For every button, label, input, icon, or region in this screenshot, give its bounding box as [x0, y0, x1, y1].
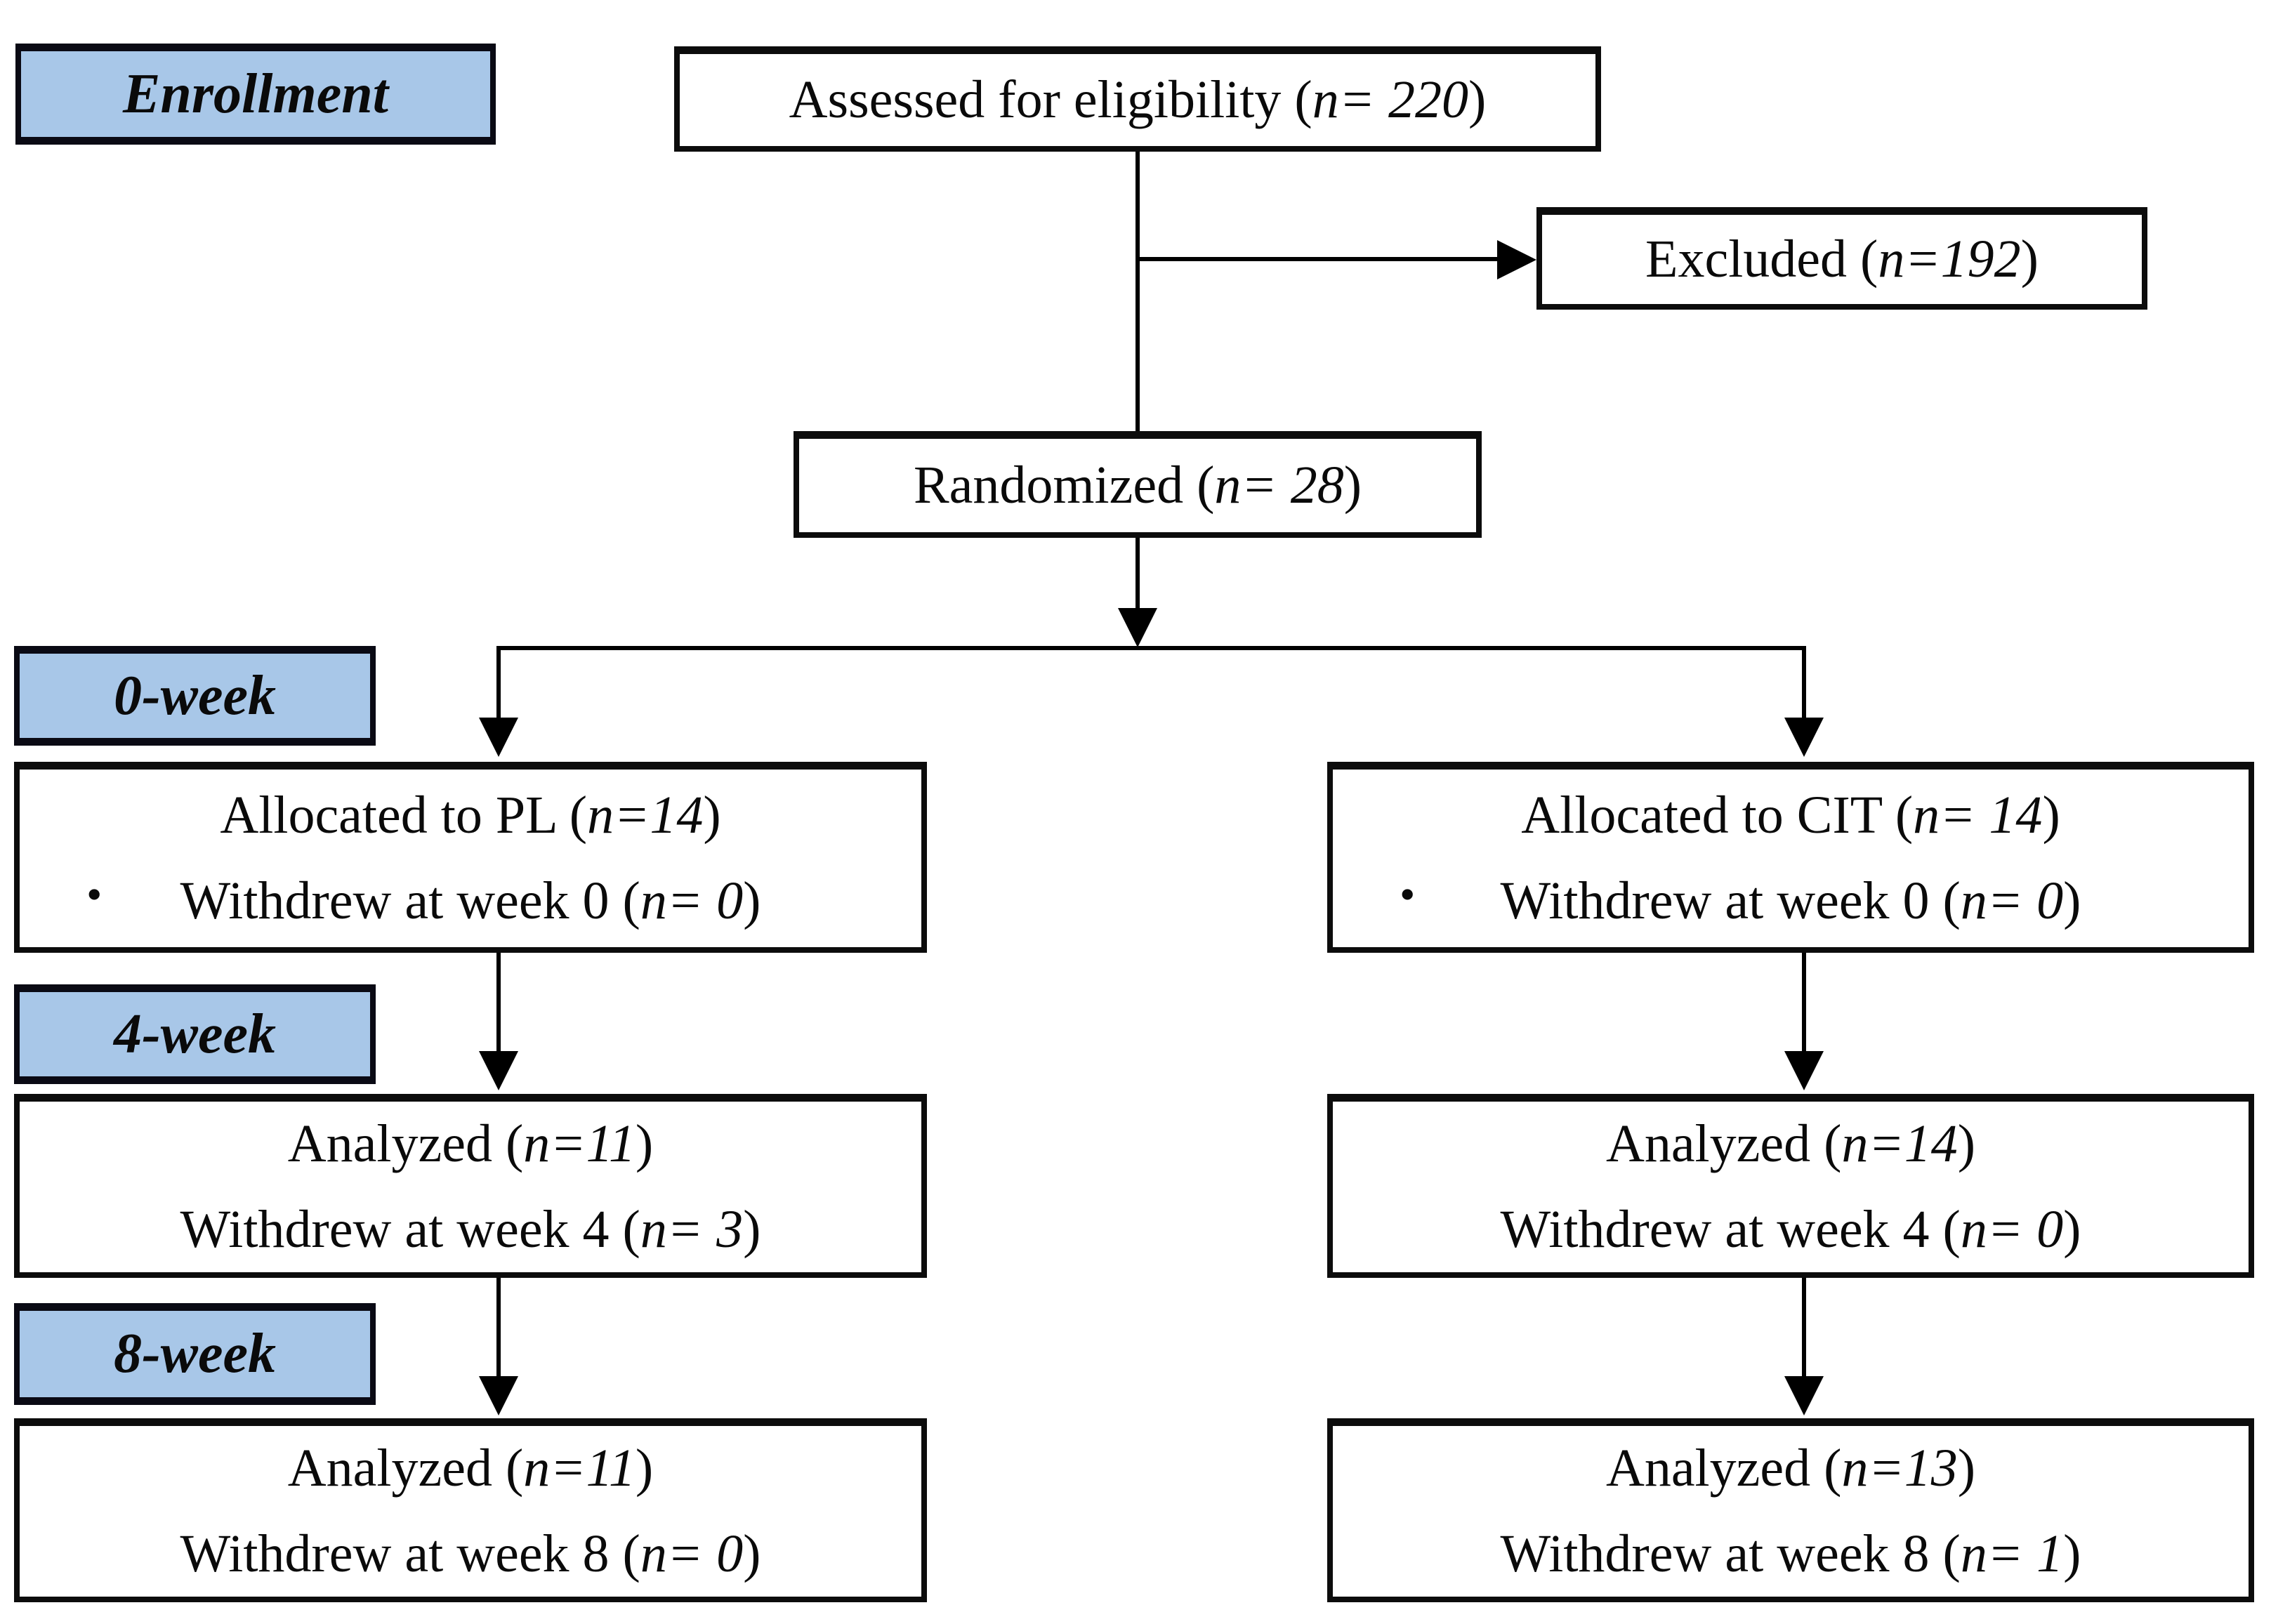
box-line: Assessed for eligibility (n= 220): [680, 58, 1595, 143]
box-text: ): [2063, 1524, 2081, 1583]
box-text: Analyzed (: [1605, 1438, 1842, 1498]
arrowhead-cit-icon: [1784, 718, 1824, 757]
excluded-box: Excluded (n=192): [1536, 207, 2147, 310]
box-text: Excluded (: [1645, 229, 1878, 289]
box-text: Analyzed (: [287, 1438, 524, 1498]
box-text: ): [703, 785, 721, 845]
box-text: ): [743, 1524, 761, 1583]
box-text: ): [1468, 70, 1487, 129]
box-text: Analyzed (: [1605, 1114, 1842, 1173]
box-text: ): [635, 1438, 654, 1498]
arrowhead-excluded-icon: [1497, 240, 1536, 279]
box-line: Analyzed (n=11): [20, 1102, 921, 1187]
n-value: n= 0: [1960, 1199, 2064, 1259]
connector-cit-to-week8: [1802, 1278, 1806, 1378]
arrowhead-cit-week4-icon: [1784, 1051, 1824, 1090]
stage-label-8-week: 8-week: [14, 1303, 376, 1405]
connector-to-excluded: [1138, 257, 1517, 261]
arrowhead-pl-icon: [479, 718, 518, 757]
connector-pl-to-week8: [496, 1278, 501, 1378]
randomized-box: Randomized (n= 28): [794, 431, 1482, 538]
analyzed-week4-cit-box: Analyzed (n=14) Withdrew at week 4 (n= 0…: [1327, 1094, 2254, 1278]
box-text: Analyzed (: [287, 1114, 524, 1173]
connector-assessed-to-randomized: [1136, 152, 1140, 431]
stage-label-text: 0-week: [113, 664, 276, 727]
box-text: ): [2063, 1199, 2081, 1259]
box-line: Excluded (n=192): [1542, 217, 2142, 303]
box-text: ): [2042, 785, 2060, 845]
box-text: ): [743, 1199, 761, 1259]
box-text: Allocated to CIT (: [1521, 785, 1914, 845]
box-line: Randomized (n= 28): [799, 443, 1476, 529]
box-text: Randomized (: [913, 455, 1215, 515]
stage-label-enrollment: Enrollment: [15, 44, 496, 145]
n-value: n= 14: [1913, 785, 2043, 845]
bullet-icon: •: [86, 869, 103, 919]
box-text: ): [743, 871, 761, 930]
box-line: Withdrew at week 4 (n= 3): [20, 1187, 921, 1273]
n-value: n= 220: [1312, 70, 1469, 129]
n-value: n=11: [523, 1438, 636, 1498]
connector-branch-to-cit: [1802, 646, 1806, 719]
stage-label-text: Enrollment: [123, 62, 388, 125]
box-line: Analyzed (n=11): [20, 1426, 921, 1512]
box-text: Assessed for eligibility (: [789, 70, 1312, 129]
arrowhead-pl-week8-icon: [479, 1376, 518, 1415]
n-value: n= 1: [1960, 1524, 2064, 1583]
analyzed-week8-cit-box: Analyzed (n=13) Withdrew at week 8 (n= 1…: [1327, 1418, 2254, 1602]
analyzed-week8-pl-box: Analyzed (n=11) Withdrew at week 8 (n= 0…: [14, 1418, 927, 1602]
box-text: Withdrew at week 4 (: [1500, 1199, 1961, 1259]
box-text: Withdrew at week 0 (: [1500, 871, 1961, 930]
n-value: n= 0: [640, 1524, 744, 1583]
n-value: n= 0: [1960, 871, 2064, 930]
bullet-icon: •: [1400, 869, 1416, 919]
box-text: ): [1343, 455, 1362, 515]
n-value: n= 3: [640, 1199, 744, 1259]
connector-randomized-to-branch: [1136, 538, 1140, 609]
stage-label-text: 4-week: [113, 1003, 276, 1065]
box-text: ): [1957, 1114, 1976, 1173]
n-value: n= 28: [1214, 455, 1344, 515]
arrowhead-cit-week8-icon: [1784, 1376, 1824, 1415]
n-value: n=14: [587, 785, 704, 845]
box-line: • Withdrew at week 0 (n= 0): [20, 859, 921, 944]
box-line: Analyzed (n=13): [1333, 1426, 2249, 1512]
allocated-cit-box: Allocated to CIT (n= 14) • Withdrew at we…: [1327, 762, 2254, 953]
allocated-pl-box: Allocated to PL (n=14) • Withdrew at week…: [14, 762, 927, 953]
n-value: n=192: [1878, 229, 2021, 289]
box-line: Analyzed (n=14): [1333, 1102, 2249, 1187]
arrowhead-pl-week4-icon: [479, 1051, 518, 1090]
connector-pl-to-week4: [496, 953, 501, 1052]
stage-label-4-week: 4-week: [14, 984, 376, 1084]
box-text: Withdrew at week 8 (: [180, 1524, 640, 1583]
branch-line: [496, 646, 1806, 650]
analyzed-week4-pl-box: Analyzed (n=11) Withdrew at week 4 (n= 3…: [14, 1094, 927, 1278]
box-text: ): [2020, 229, 2039, 289]
n-value: n= 0: [640, 871, 744, 930]
box-line: Allocated to CIT (n= 14): [1333, 773, 2249, 859]
stage-label-0-week: 0-week: [14, 646, 376, 746]
connector-branch-to-pl: [496, 646, 501, 719]
box-line: • Withdrew at week 0 (n= 0): [1333, 859, 2249, 944]
assessed-for-eligibility-box: Assessed for eligibility (n= 220): [674, 46, 1601, 152]
n-value: n=11: [523, 1114, 636, 1173]
n-value: n=13: [1841, 1438, 1958, 1498]
box-text: Withdrew at week 0 (: [180, 871, 640, 930]
box-text: ): [1957, 1438, 1976, 1498]
box-line: Withdrew at week 4 (n= 0): [1333, 1187, 2249, 1273]
box-line: Withdrew at week 8 (n= 1): [1333, 1512, 2249, 1597]
box-text: ): [635, 1114, 654, 1173]
box-text: Withdrew at week 8 (: [1500, 1524, 1961, 1583]
box-line: Allocated to PL (n=14): [20, 773, 921, 859]
arrowhead-branch-icon: [1118, 608, 1157, 647]
box-text: ): [2063, 871, 2081, 930]
connector-cit-to-week4: [1802, 953, 1806, 1052]
box-line: Withdrew at week 8 (n= 0): [20, 1512, 921, 1597]
stage-label-text: 8-week: [113, 1323, 276, 1385]
box-text: Allocated to PL (: [220, 785, 588, 845]
box-text: Withdrew at week 4 (: [180, 1199, 640, 1259]
n-value: n=14: [1841, 1114, 1958, 1173]
